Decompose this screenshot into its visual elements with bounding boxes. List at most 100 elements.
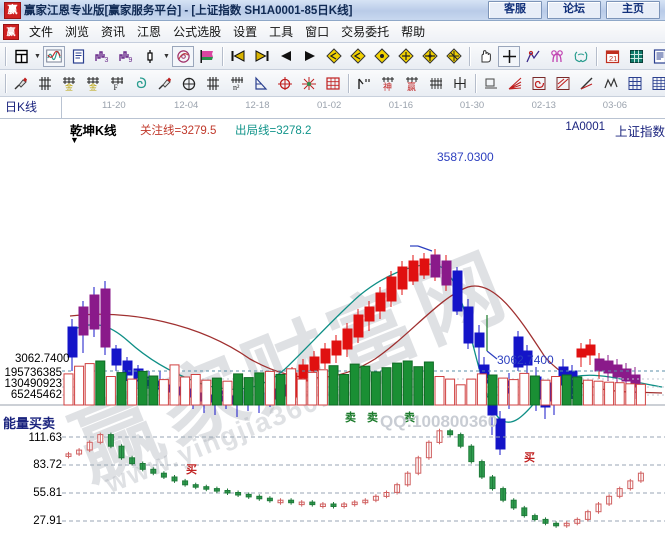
- chart-header: 日K线 11-20 12-04 12-18 01-02 01-16 01-30 …: [0, 97, 665, 119]
- fan-icon[interactable]: [546, 46, 568, 67]
- calendar-dropdown-caret-icon[interactable]: ▼: [33, 46, 42, 67]
- tab-daily-kline[interactable]: 日K线: [0, 97, 62, 118]
- bar3-icon[interactable]: 3: [91, 46, 113, 67]
- svg-text:神: 神: [383, 81, 392, 91]
- svg-text:n²: n²: [233, 83, 240, 91]
- customer-service-button[interactable]: 客服: [488, 1, 542, 19]
- gold-grid2-icon[interactable]: 金: [82, 73, 104, 94]
- menu-item-window[interactable]: 窗口: [299, 21, 335, 42]
- menu-item-help[interactable]: 帮助: [395, 21, 431, 42]
- next-icon[interactable]: [299, 46, 321, 67]
- ying-icon[interactable]: 赢: [401, 73, 423, 94]
- starburst-icon[interactable]: [298, 73, 320, 94]
- svg-text:3: 3: [105, 57, 109, 64]
- diamond5-icon[interactable]: [419, 46, 441, 67]
- svg-text:F: F: [114, 83, 119, 91]
- date-tick: 03-06: [603, 100, 627, 111]
- grid-icon[interactable]: [202, 73, 224, 94]
- table-icon[interactable]: [625, 46, 647, 67]
- menu-item-settings[interactable]: 设置: [227, 21, 263, 42]
- circle-graph-icon[interactable]: [172, 46, 194, 67]
- menu-item-formula-stock-pick[interactable]: 公式选股: [167, 21, 227, 42]
- toolbar-separator: [5, 74, 6, 93]
- calendar21-icon[interactable]: 21: [601, 46, 623, 67]
- menu-item-browse[interactable]: 浏览: [59, 21, 95, 42]
- gann-grid-icon[interactable]: [34, 73, 56, 94]
- toolbar-separator: [596, 47, 597, 66]
- toolbar-separator: [475, 74, 476, 93]
- title-bar: 赢 赢家江恩专业版[赢家服务平台] - [上证指数 SH1A0001-85日K线…: [0, 0, 665, 21]
- ruler-grid-icon[interactable]: [425, 73, 447, 94]
- square-red-icon[interactable]: [552, 73, 574, 94]
- candle-icon[interactable]: [139, 46, 161, 67]
- bar9-icon[interactable]: 9: [115, 46, 137, 67]
- menu-item-tools[interactable]: 工具: [263, 21, 299, 42]
- peak-icon[interactable]: [522, 46, 544, 67]
- box-line-icon[interactable]: [480, 73, 502, 94]
- center-line-icon[interactable]: [449, 73, 471, 94]
- diamond3-icon[interactable]: [371, 46, 393, 67]
- calendar-icon[interactable]: [10, 46, 32, 67]
- h-quote-icon[interactable]: [353, 73, 375, 94]
- fan-red-icon[interactable]: [504, 73, 526, 94]
- target-icon[interactable]: [274, 73, 296, 94]
- svg-text:21: 21: [609, 54, 617, 63]
- n2-icon[interactable]: n²: [226, 73, 248, 94]
- menu-item-file[interactable]: 文件: [23, 21, 59, 42]
- box-grid-icon[interactable]: [322, 73, 344, 94]
- slope-icon[interactable]: [576, 73, 598, 94]
- spiral-red-icon[interactable]: [528, 73, 550, 94]
- menu-item-news[interactable]: 资讯: [95, 21, 131, 42]
- angle-icon[interactable]: [250, 73, 272, 94]
- toolbar-separator: [469, 47, 470, 66]
- energy-panel-svg: [0, 119, 665, 551]
- grid-blue1-icon[interactable]: [624, 73, 646, 94]
- menu-item-gann[interactable]: 江恩: [131, 21, 167, 42]
- zigzag-icon[interactable]: [600, 73, 622, 94]
- date-tick: 02-13: [532, 100, 556, 111]
- circle-cycle-icon[interactable]: [178, 73, 200, 94]
- spiral-icon[interactable]: [130, 73, 152, 94]
- toolbar-separator: [5, 47, 6, 66]
- menu-bar: 赢 文件 浏览 资讯 江恩 公式选股 设置 工具 窗口 交易委托 帮助: [0, 21, 665, 43]
- shen-icon[interactable]: 神: [377, 73, 399, 94]
- diamond2-icon[interactable]: [347, 46, 369, 67]
- toolbar-secondary: 金 金 F n² 神 赢: [0, 70, 665, 97]
- svg-text:赢: 赢: [407, 81, 416, 91]
- homepage-button[interactable]: 主页: [606, 1, 660, 19]
- first-page-icon[interactable]: [227, 46, 249, 67]
- diamond1-icon[interactable]: [323, 46, 345, 67]
- qq-watermark: QQ:100800360: [380, 412, 497, 432]
- grid-blue2-icon[interactable]: [648, 73, 665, 94]
- date-tick: 01-30: [460, 100, 484, 111]
- svg-text:金: 金: [65, 82, 73, 91]
- prev-icon[interactable]: [275, 46, 297, 67]
- title-bar-buttons: 客服 论坛 主页: [488, 1, 663, 19]
- hand-icon[interactable]: [474, 46, 496, 67]
- wave-icon[interactable]: [43, 46, 65, 67]
- fibo-f-icon[interactable]: F: [106, 73, 128, 94]
- buy-marker: 买: [524, 449, 535, 465]
- toolbar-separator: [348, 74, 349, 93]
- menu-item-trade-order[interactable]: 交易委托: [335, 21, 395, 42]
- menu-logo-icon: 赢: [3, 24, 19, 40]
- forum-button[interactable]: 论坛: [547, 1, 601, 19]
- chart-area[interactable]: 赢家财富网 www.yingjia360.com: [0, 119, 665, 551]
- document-icon[interactable]: [67, 46, 89, 67]
- x-axis-date-ticks: 11-20 12-04 12-18 01-02 01-16 01-30 02-1…: [62, 97, 665, 118]
- marker-icon[interactable]: [154, 73, 176, 94]
- pen-icon[interactable]: [10, 73, 32, 94]
- report-icon[interactable]: [649, 46, 665, 67]
- candle-dropdown-caret-icon[interactable]: ▼: [162, 46, 171, 67]
- gold-grid1-icon[interactable]: 金: [58, 73, 80, 94]
- toolbar-primary: ▼ 3 9 ▼: [0, 43, 665, 70]
- date-tick: 11-20: [102, 100, 126, 111]
- brain-icon[interactable]: [570, 46, 592, 67]
- diamond6-icon[interactable]: [443, 46, 465, 67]
- last-page-icon[interactable]: [251, 46, 273, 67]
- diamond4-icon[interactable]: [395, 46, 417, 67]
- crosshair-icon[interactable]: [498, 46, 520, 67]
- app-logo-icon: 赢: [4, 2, 21, 19]
- window-title: 赢家江恩专业版[赢家服务平台] - [上证指数 SH1A0001-85日K线]: [24, 2, 352, 18]
- flag-icon[interactable]: [196, 46, 218, 67]
